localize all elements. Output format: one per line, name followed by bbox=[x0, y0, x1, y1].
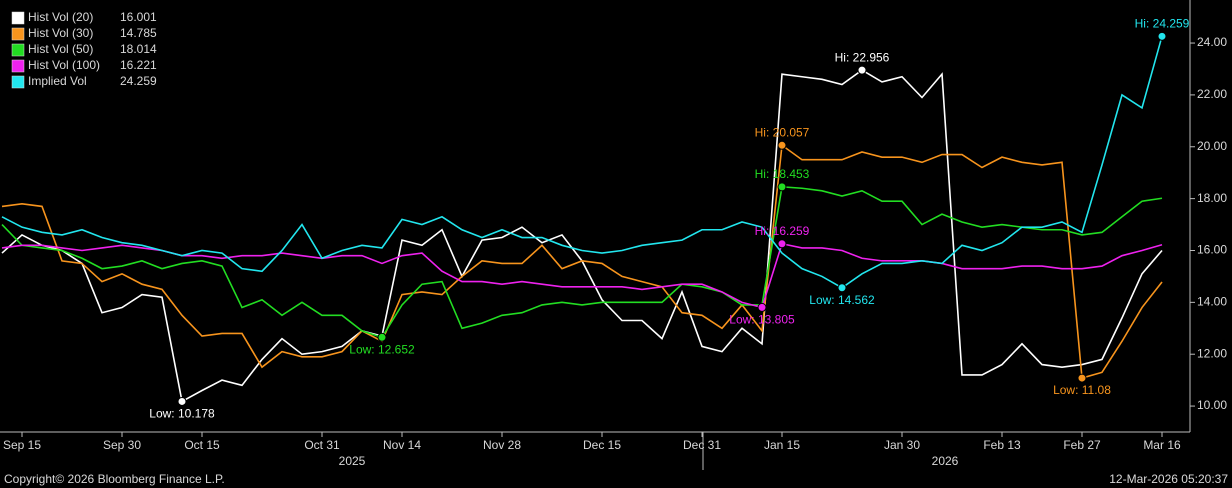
legend-value: 18.014 bbox=[120, 42, 157, 56]
legend-label: Hist Vol (100) bbox=[28, 58, 100, 72]
y-tick-label: 12.00 bbox=[1197, 346, 1227, 360]
low-marker-label: Low: 13.805 bbox=[729, 313, 795, 327]
x-tick-label: Nov 28 bbox=[483, 438, 521, 452]
high-marker bbox=[777, 140, 787, 150]
low-marker-label: Low: 12.652 bbox=[349, 342, 415, 356]
series-line bbox=[1, 36, 1163, 289]
y-tick-label: 16.00 bbox=[1197, 243, 1227, 257]
high-marker-label: Hi: 24.259 bbox=[1135, 17, 1190, 31]
x-tick-label: Sep 15 bbox=[3, 438, 41, 452]
x-tick-label: Jan 30 bbox=[884, 438, 920, 452]
legend-value: 16.001 bbox=[120, 10, 157, 24]
copyright: Copyright© 2026 Bloomberg Finance L.P. bbox=[4, 472, 225, 486]
x-tick-label: Nov 14 bbox=[383, 438, 421, 452]
low-marker bbox=[1077, 373, 1087, 383]
high-marker-label: Hi: 20.057 bbox=[755, 125, 810, 139]
y-tick-label: 14.00 bbox=[1197, 295, 1227, 309]
x-tick-label: Oct 31 bbox=[304, 438, 340, 452]
low-marker-label: Low: 10.178 bbox=[149, 407, 215, 421]
legend-swatch bbox=[11, 27, 25, 41]
x-tick-label: Mar 16 bbox=[1143, 438, 1181, 452]
high-marker-label: Hi: 18.453 bbox=[755, 167, 810, 181]
legend-label: Hist Vol (50) bbox=[28, 42, 93, 56]
x-tick-label: Oct 15 bbox=[184, 438, 220, 452]
x-tick-label: Feb 13 bbox=[983, 438, 1021, 452]
y-tick-label: 24.00 bbox=[1197, 35, 1227, 49]
legend-value: 14.785 bbox=[120, 26, 157, 40]
timestamp: 12-Mar-2026 05:20:37 bbox=[1109, 472, 1228, 486]
x-tick-label: Sep 30 bbox=[103, 438, 141, 452]
low-marker bbox=[837, 283, 847, 293]
y-tick-label: 20.00 bbox=[1197, 139, 1227, 153]
high-marker bbox=[777, 182, 787, 192]
legend-label: Hist Vol (20) bbox=[28, 10, 93, 24]
y-tick-label: 18.00 bbox=[1197, 191, 1227, 205]
legend-value: 24.259 bbox=[120, 74, 157, 88]
legend-label: Hist Vol (30) bbox=[28, 26, 93, 40]
low-marker-label: Low: 11.08 bbox=[1053, 383, 1111, 397]
y-tick-label: 10.00 bbox=[1197, 398, 1227, 412]
low-marker bbox=[377, 332, 387, 342]
legend-swatch bbox=[11, 11, 25, 25]
high-marker-label: Hi: 22.956 bbox=[835, 50, 890, 64]
low-marker bbox=[757, 302, 767, 312]
year-label: 2025 bbox=[339, 454, 366, 468]
legend-label: Implied Vol bbox=[28, 74, 87, 88]
legend-box bbox=[0, 4, 170, 90]
x-tick-label: Dec 31 bbox=[683, 438, 721, 452]
year-label: 2026 bbox=[932, 454, 959, 468]
high-marker bbox=[777, 239, 787, 249]
x-tick-label: Feb 27 bbox=[1063, 438, 1101, 452]
series-line bbox=[1, 242, 1163, 309]
high-marker bbox=[857, 65, 867, 75]
series-line bbox=[1, 143, 1163, 380]
legend-swatch bbox=[11, 59, 25, 73]
x-tick-label: Jan 15 bbox=[764, 438, 800, 452]
x-tick-label: Dec 15 bbox=[583, 438, 621, 452]
legend-swatch bbox=[11, 43, 25, 57]
legend-swatch bbox=[11, 75, 25, 89]
low-marker bbox=[177, 396, 187, 406]
series-line bbox=[1, 186, 1163, 339]
high-marker bbox=[1157, 31, 1167, 41]
high-marker-label: Hi: 16.259 bbox=[755, 224, 810, 238]
y-tick-label: 22.00 bbox=[1197, 87, 1227, 101]
legend-value: 16.221 bbox=[120, 58, 157, 72]
low-marker-label: Low: 14.562 bbox=[809, 293, 875, 307]
